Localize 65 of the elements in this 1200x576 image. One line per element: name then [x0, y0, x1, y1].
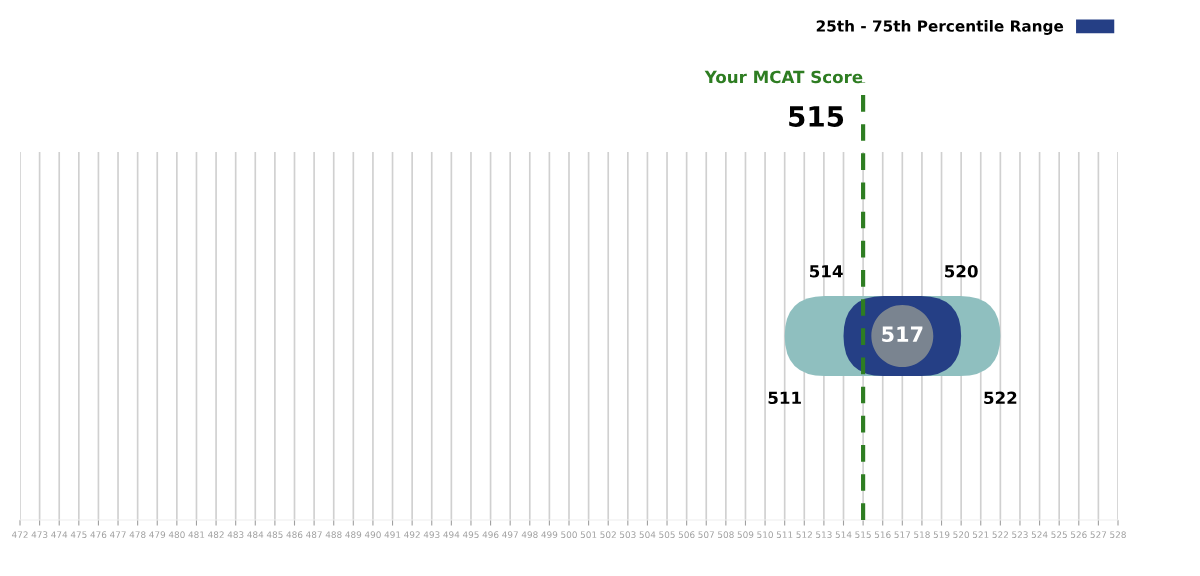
annotation: 511 — [768, 391, 801, 405]
x-tick-label: 499 — [541, 531, 558, 538]
x-tick-label: 482 — [208, 531, 224, 538]
x-tick-label: 503 — [620, 531, 636, 538]
x-tick-label: 494 — [443, 531, 460, 538]
x-tick-label: 509 — [737, 531, 754, 538]
x-tick-label: 508 — [718, 531, 734, 538]
x-tick-label: 523 — [1012, 531, 1028, 538]
x-tick-label: 485 — [266, 531, 283, 538]
annotation: 520 — [945, 264, 978, 278]
x-tick-label: 510 — [757, 531, 773, 538]
x-tick-label: 518 — [914, 531, 930, 538]
x-tick-label: 480 — [168, 531, 185, 538]
x-tick-label: 528 — [1110, 531, 1126, 538]
x-tick-label: 476 — [90, 531, 107, 538]
x-tick-label: 492 — [404, 531, 420, 538]
x-tick-label: 486 — [286, 531, 303, 538]
x-tick-label: 513 — [816, 531, 832, 538]
x-tick-label: 497 — [502, 531, 518, 538]
x-tick-label: 525 — [1051, 531, 1067, 538]
x-tick-label: 511 — [776, 531, 793, 538]
x-tick-label: 519 — [933, 531, 950, 538]
ref-line-label: Your MCAT Score — [704, 70, 863, 84]
x-tick-label: 472 — [11, 531, 28, 538]
x-tick-label: 489 — [345, 531, 362, 538]
x-tick-label: 520 — [953, 531, 970, 538]
annotation: 522 — [984, 391, 1017, 405]
x-tick-label: 514 — [835, 531, 852, 538]
x-tick-label: 481 — [188, 531, 205, 538]
x-tick-label: 487 — [306, 531, 322, 538]
x-tick-label: 505 — [659, 531, 675, 538]
x-tick-label: 493 — [423, 531, 440, 538]
x-tick-label: 515 — [855, 531, 871, 538]
x-tick-label: 490 — [364, 531, 381, 538]
x-tick-label: 521 — [972, 531, 989, 538]
x-tick-label: 474 — [51, 531, 68, 538]
x-tick-label: 475 — [70, 531, 87, 538]
x-tick-label: 478 — [129, 531, 146, 538]
x-tick-label: 524 — [1031, 531, 1048, 538]
x-tick-label: 488 — [325, 531, 342, 538]
x-tick-label: 502 — [600, 531, 616, 538]
x-tick-label: 522 — [992, 531, 1008, 538]
x-tick-label: 517 — [894, 531, 911, 538]
annotation: 514 — [810, 265, 843, 278]
x-tick-label: 495 — [462, 531, 479, 538]
x-tick-label: 526 — [1070, 531, 1087, 538]
x-tick-label: 506 — [678, 531, 695, 538]
x-tick-label: 501 — [580, 531, 597, 538]
x-tick-label: 491 — [384, 531, 401, 538]
x-tick-label: 479 — [149, 531, 166, 538]
x-tick-label: 477 — [109, 531, 126, 538]
data-label: 517 — [882, 326, 923, 343]
x-tick-label: 483 — [227, 531, 244, 538]
x-tick-label: 500 — [561, 531, 577, 538]
annotation: 515 — [789, 106, 844, 127]
x-tick-label: 527 — [1090, 531, 1107, 538]
x-tick-label: 498 — [521, 531, 538, 538]
x-tick-label: 507 — [698, 531, 714, 538]
x-tick-label: 516 — [874, 531, 891, 538]
x-tick-label: 473 — [31, 531, 48, 538]
x-tick-label: 496 — [482, 531, 499, 538]
x-tick-label: 512 — [796, 531, 812, 538]
legend-label: 25th - 75th Percentile Range — [816, 19, 1064, 35]
x-tick-label: 504 — [639, 531, 656, 538]
x-tick-label: 484 — [247, 531, 264, 538]
